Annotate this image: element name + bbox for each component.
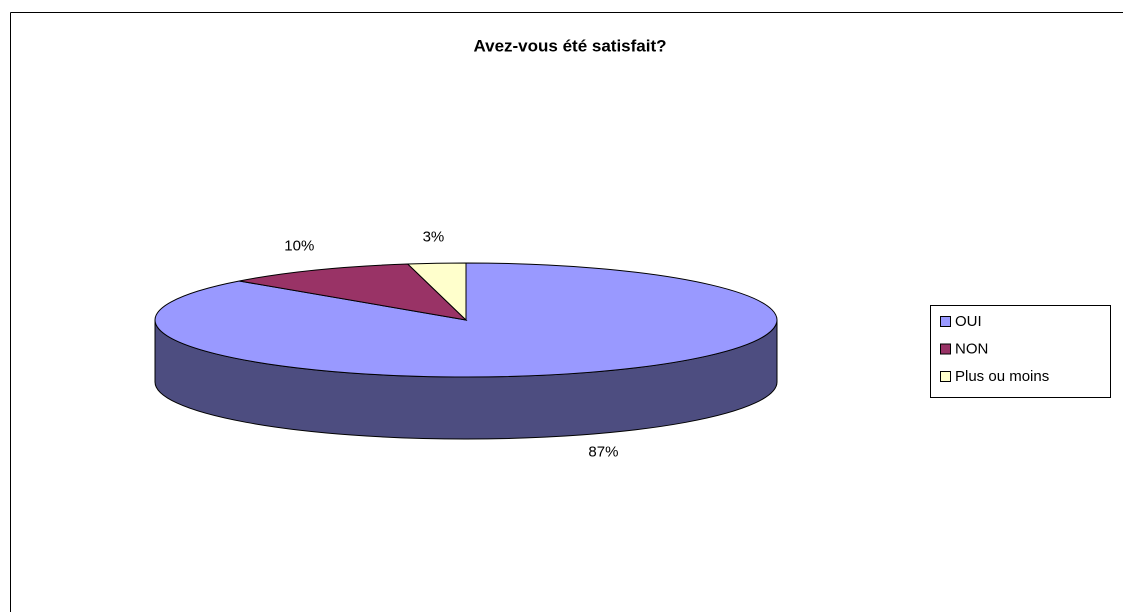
legend (930, 305, 1111, 398)
legend-label: OUI (955, 313, 982, 330)
data-label: 87% (588, 444, 618, 461)
legend-swatch (940, 371, 951, 382)
pie-slice (406, 262, 467, 322)
data-label: 10% (284, 237, 314, 254)
legend-swatch (940, 316, 951, 327)
data-label: 3% (423, 228, 445, 245)
legend-label: NON (955, 340, 988, 357)
legend-swatch (940, 343, 951, 355)
pie-slice (154, 262, 778, 378)
pie-slice (239, 263, 468, 321)
legend-label: Plus ou moins (955, 368, 1049, 385)
chart-title: Avez-vous été satisfait? (473, 36, 666, 55)
